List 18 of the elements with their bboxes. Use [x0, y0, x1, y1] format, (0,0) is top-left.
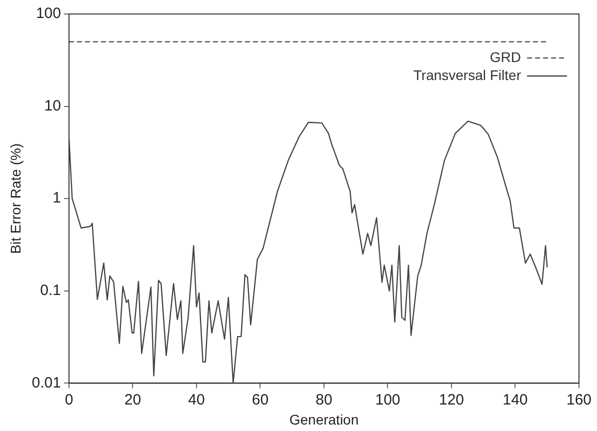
x-tick-label: 100	[375, 391, 400, 408]
x-tick-label: 60	[252, 391, 269, 408]
x-tick-label: 120	[438, 391, 464, 408]
x-tick-label: 160	[566, 391, 592, 408]
x-axis-title: Generation	[289, 411, 359, 428]
y-axis-title: Bit Error Rate (%)	[7, 143, 24, 254]
y-tick-label: 10	[44, 97, 61, 114]
x-tick-label: 40	[188, 391, 205, 408]
x-tick-label: 20	[124, 391, 142, 408]
legend-label: Transversal Filter	[413, 66, 522, 83]
legend-label: GRD	[490, 48, 521, 65]
y-tick-label: 0.1	[40, 282, 61, 300]
x-tick-label: 80	[316, 391, 332, 408]
y-tick-label: 0.01	[32, 374, 61, 392]
y-tick-label: 1	[52, 190, 61, 207]
x-tick-label: 0	[64, 391, 74, 408]
y-tick-label: 100	[36, 5, 61, 22]
x-tick-label: 140	[502, 391, 528, 408]
